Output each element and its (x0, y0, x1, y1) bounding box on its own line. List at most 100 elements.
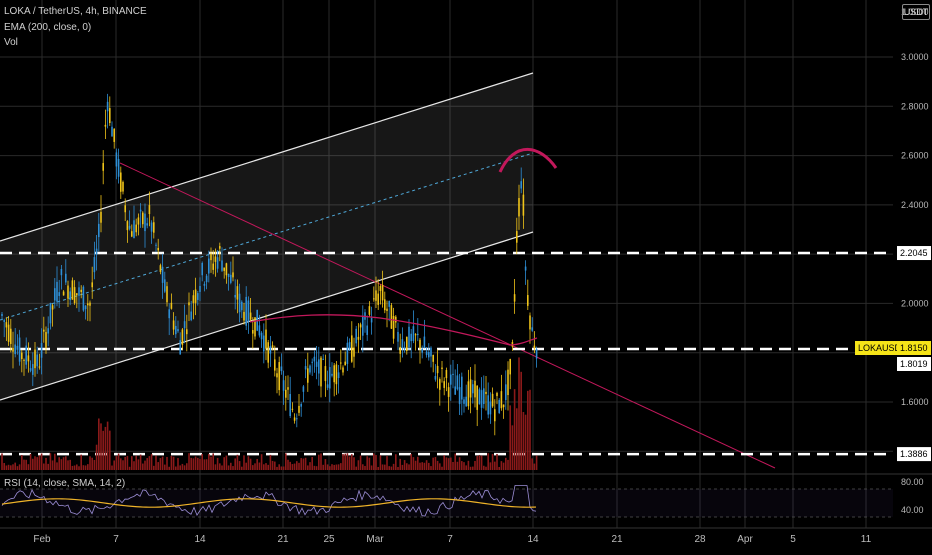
candle-body (260, 332, 263, 340)
volume-bar (82, 465, 85, 470)
volume-bar (38, 455, 41, 470)
volume-bar (357, 460, 360, 470)
candle-body (373, 298, 375, 300)
channel-lower-line (0, 231, 534, 401)
volume-bar (133, 461, 135, 470)
volume-bar (331, 464, 333, 470)
volume-bar (159, 458, 162, 470)
ema-legend[interactable]: EMA (200, close, 0) (4, 22, 92, 33)
candle-body (14, 344, 16, 355)
volume-bar (456, 461, 459, 470)
volume-bar (483, 465, 485, 470)
candle-body (432, 355, 434, 362)
volume-bar (122, 460, 124, 470)
candle-body (467, 381, 470, 407)
candle-body (175, 325, 177, 335)
candle-body (472, 384, 474, 394)
volume-bar (62, 457, 65, 470)
volume-bar (192, 458, 195, 470)
volume-bar (186, 463, 188, 470)
candle-body (128, 225, 131, 229)
candle-body (192, 295, 195, 303)
candle-body (498, 399, 500, 413)
candle-body (478, 389, 481, 405)
volume-bar (157, 462, 159, 470)
candle-body (458, 387, 461, 405)
volume-bar (401, 464, 404, 470)
candle-body (190, 311, 192, 321)
candle-body (474, 380, 476, 398)
volume-bar (439, 463, 441, 470)
volume-bar (98, 418, 100, 470)
candle-body (298, 405, 300, 413)
volume-group (1, 357, 538, 470)
level-tag-high: 2.2045 (900, 248, 928, 258)
rsi-band (0, 489, 893, 517)
candle-body (47, 328, 49, 334)
volume-bar (421, 462, 423, 470)
candle-body (177, 329, 179, 332)
volume-bar (298, 462, 300, 470)
candle-body (291, 408, 294, 410)
rsi-legend[interactable]: RSI (14, close, SMA, 14, 2) (4, 478, 126, 489)
volume-bar (5, 465, 8, 470)
volume-bar (397, 466, 399, 470)
candle-body (278, 362, 280, 391)
candle-body (227, 273, 230, 278)
volume-bar (95, 444, 98, 470)
candle-body (254, 317, 256, 337)
candle-body (531, 327, 533, 331)
volume-bar (47, 463, 49, 470)
volume-bar (373, 453, 375, 470)
candle-body (168, 309, 170, 319)
volume-bar (142, 463, 144, 470)
candle-body (170, 302, 173, 309)
candle-body (225, 263, 228, 276)
volume-bar (377, 466, 379, 470)
candle-body (282, 380, 285, 391)
candle-body (450, 374, 452, 385)
candle-body (62, 291, 65, 296)
candle-body (423, 336, 426, 349)
candle-body (216, 257, 219, 269)
volume-bar (291, 464, 294, 470)
volume-bar (106, 421, 109, 470)
x-axis-label: 14 (194, 534, 206, 545)
volume-bar (208, 453, 210, 470)
candle-body (117, 158, 120, 177)
volume-bar (267, 464, 269, 470)
volume-bar (249, 458, 252, 470)
volume-bar (80, 454, 82, 470)
candle-body (410, 333, 412, 342)
volume-legend[interactable]: Vol (4, 37, 18, 48)
currency-unit-label[interactable]: USDT (902, 4, 930, 20)
symbol-legend[interactable]: LOKA / TetherUS, 4h, BINANCE (4, 6, 147, 17)
volume-bar (450, 457, 452, 470)
volume-bar (278, 464, 280, 470)
volume-bar (432, 457, 434, 470)
volume-bar (276, 466, 278, 470)
volume-bar (494, 461, 496, 470)
candle-body (65, 273, 67, 283)
candle-body (245, 296, 247, 326)
candle-body (381, 284, 384, 301)
volume-bar (307, 465, 309, 470)
candle-body (430, 347, 432, 357)
volume-bar (170, 455, 173, 470)
candle-body (104, 124, 107, 127)
candle-body (329, 367, 331, 389)
candle-body (172, 320, 175, 330)
candle-body (93, 257, 96, 273)
volume-bar (513, 389, 516, 470)
volume-bar (313, 465, 316, 470)
volume-bar (531, 458, 533, 470)
volume-bar (49, 453, 52, 470)
candle-body (513, 294, 516, 302)
candle-body (337, 372, 340, 379)
volume-bar (280, 466, 283, 470)
candle-body (362, 316, 364, 336)
candle-body (133, 220, 135, 239)
volume-bar (511, 425, 514, 470)
